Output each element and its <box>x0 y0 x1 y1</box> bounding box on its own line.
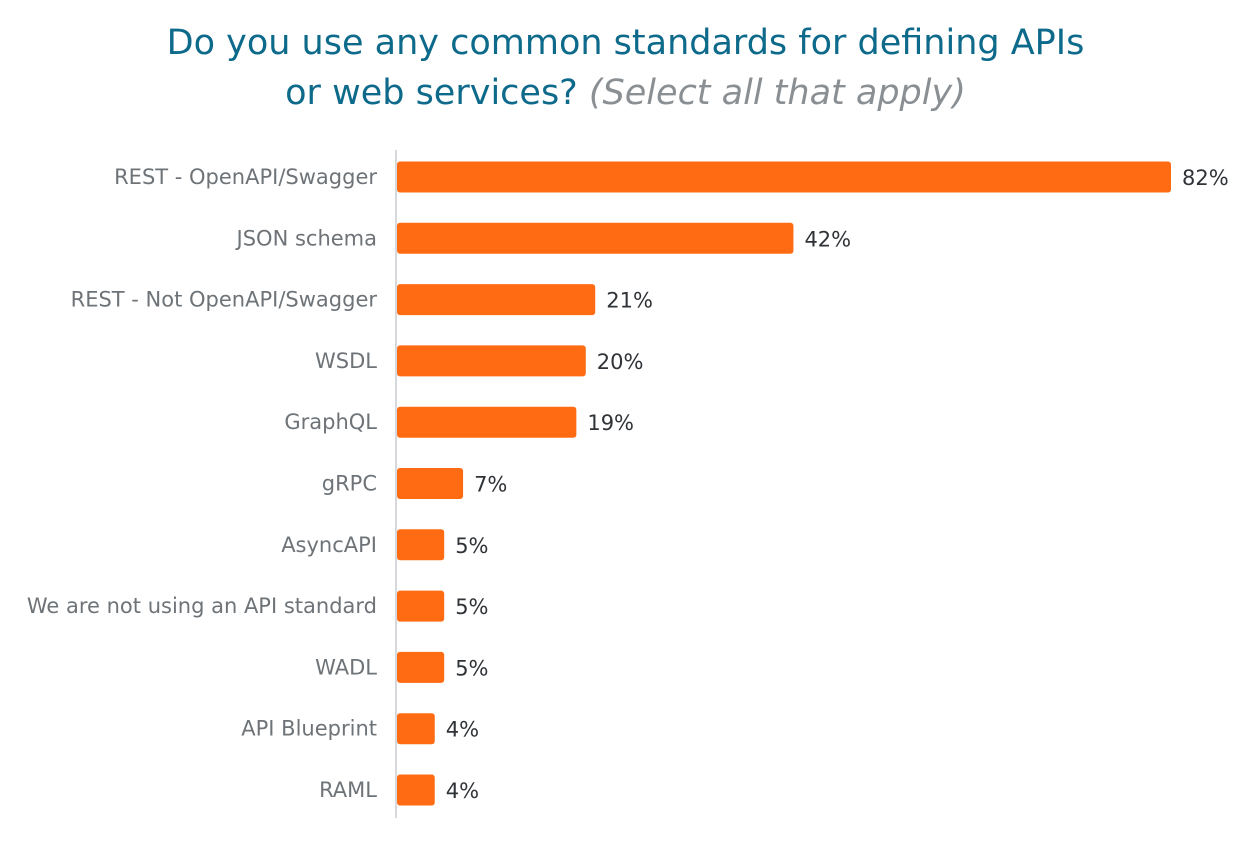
value-label-wsdl: 20% <box>597 350 644 374</box>
category-label-we-are-not-using-an-api-standard: We are not using an API standard <box>27 594 377 618</box>
category-label-asyncapi: AsyncAPI <box>281 533 377 557</box>
category-label-raml: RAML <box>319 778 377 802</box>
title-note: (Select all that apply) <box>588 73 966 113</box>
value-label-rest-not-openapi-swagger: 21% <box>606 289 653 313</box>
category-label-wadl: WADL <box>315 655 377 679</box>
value-label-wadl: 5% <box>455 656 488 680</box>
bar-graphql <box>397 406 577 438</box>
title-line-2: or web services? (Select all that apply) <box>0 68 1251 118</box>
bar-rest-openapi-swagger <box>397 161 1171 193</box>
bar-api-blueprint <box>397 713 435 745</box>
category-label-graphql: GraphQL <box>284 410 377 434</box>
category-label-rest-openapi-swagger: REST - OpenAPI/Swagger <box>114 165 377 189</box>
value-label-grpc: 7% <box>474 473 507 497</box>
category-label-api-blueprint: API Blueprint <box>241 717 377 741</box>
value-label-graphql: 19% <box>587 411 634 435</box>
category-label-json-schema: JSON schema <box>235 226 377 250</box>
value-label-api-blueprint: 4% <box>446 718 479 742</box>
bar-wadl <box>397 651 445 683</box>
bar-rest-not-openapi-swagger <box>397 284 596 316</box>
title-line-2-text: or web services? <box>285 73 578 113</box>
bar-wsdl <box>397 345 586 377</box>
category-label-grpc: gRPC <box>322 472 377 496</box>
bar-asyncapi <box>397 529 445 561</box>
category-label-rest-not-openapi-swagger: REST - Not OpenAPI/Swagger <box>71 288 378 312</box>
title-line-1: Do you use any common standards for defi… <box>166 23 1085 63</box>
bar-json-schema <box>397 222 794 254</box>
category-label-wsdl: WSDL <box>315 349 377 373</box>
bar-we-are-not-using-an-api-standard <box>397 590 445 622</box>
bar-raml <box>397 774 435 806</box>
value-label-we-are-not-using-an-api-standard: 5% <box>455 595 488 619</box>
value-label-rest-openapi-swagger: 82% <box>1182 166 1229 190</box>
chart-title: Do you use any common standards for defi… <box>0 18 1251 118</box>
bars-group: REST - OpenAPI/Swagger 82% JSON schema 42% R… <box>27 161 1229 806</box>
bar-grpc <box>397 468 464 499</box>
value-label-raml: 4% <box>446 779 479 803</box>
value-label-json-schema: 42% <box>804 227 851 251</box>
value-label-asyncapi: 5% <box>455 534 488 558</box>
